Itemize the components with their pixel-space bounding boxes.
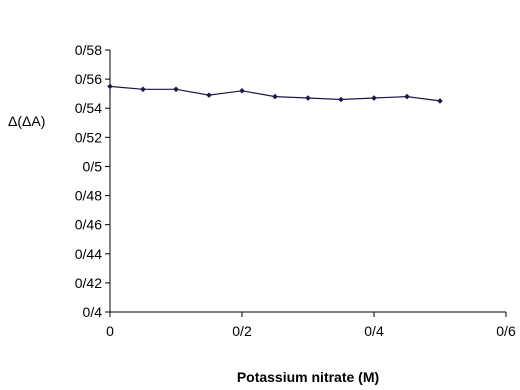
data-point [107, 83, 113, 90]
y-tick-label: 0/46 [75, 217, 102, 233]
data-point [140, 86, 146, 93]
data-point [404, 93, 410, 100]
x-ticks: 0 0/2 0/4 0/6 [106, 312, 516, 339]
x-tick-label: 0/2 [232, 323, 252, 339]
y-tick-label: 0/54 [75, 100, 102, 116]
data-point [371, 95, 377, 101]
x-tick-label: 0/6 [496, 323, 516, 339]
data-point [206, 92, 212, 98]
y-axis-title: Δ(ΔA) [8, 113, 45, 129]
data-point [338, 96, 344, 103]
y-tick-label: 0/58 [75, 42, 102, 58]
y-ticks: 0/4 0/42 0/44 0/46 0/48 0/5 0/52 0/54 0/56 0/58 [75, 42, 110, 320]
x-tick-label: 0 [106, 323, 114, 339]
data-point [437, 98, 443, 104]
data-point [305, 95, 311, 101]
y-tick-label: 0/4 [83, 304, 103, 320]
y-tick-label: 0/56 [75, 71, 102, 87]
x-tick-label: 0/4 [364, 323, 384, 339]
y-tick-label: 0/5 [83, 158, 103, 174]
y-tick-label: 0/48 [75, 188, 102, 204]
y-tick-label: 0/52 [75, 129, 102, 145]
y-tick-label: 0/42 [75, 275, 102, 291]
data-point [272, 93, 278, 100]
series-layer [107, 83, 443, 104]
data-point [239, 87, 245, 94]
y-tick-label: 0/44 [75, 246, 102, 262]
data-point [173, 86, 179, 93]
x-axis-title: Potassium nitrate (M) [237, 369, 379, 385]
axes [109, 50, 506, 313]
